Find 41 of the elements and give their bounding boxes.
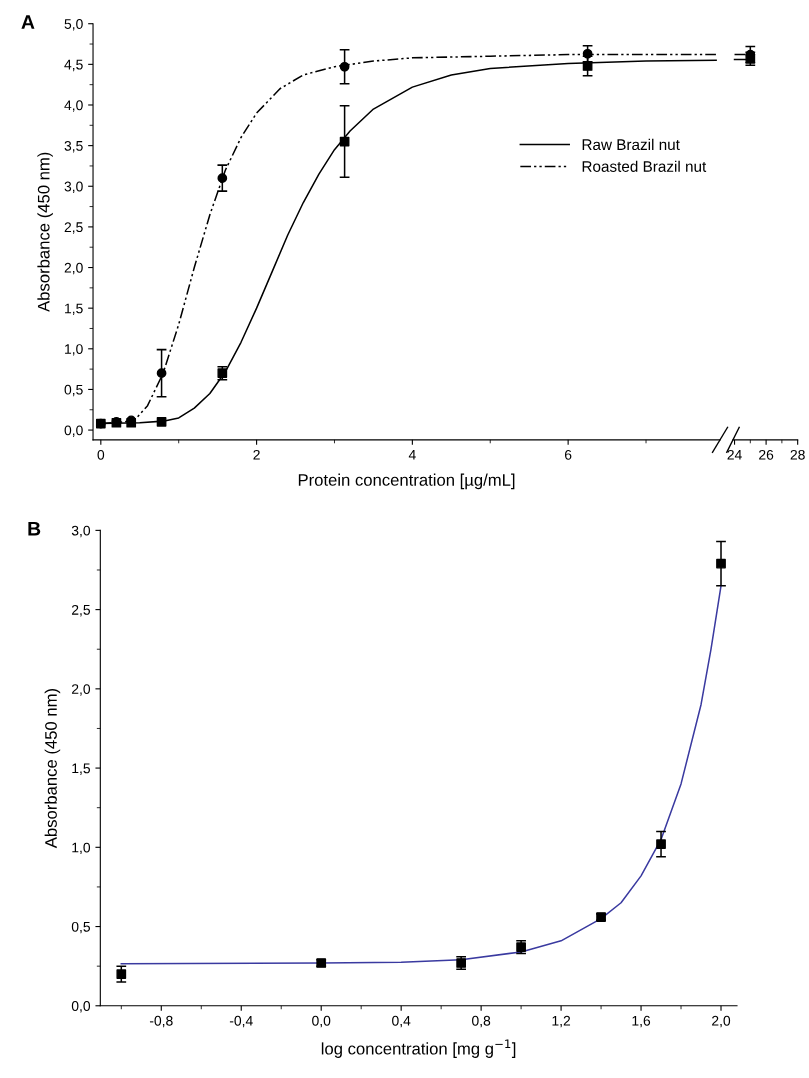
y-tick-label: 0,0 xyxy=(71,1001,91,1013)
y-axis-title: Absorbance (450 nm) xyxy=(44,688,61,849)
y-tick-label: 5,0 xyxy=(64,19,83,31)
y-tick-label: 0,5 xyxy=(71,921,91,934)
chart-title: B xyxy=(28,522,41,536)
x-tick-label: 26 xyxy=(759,449,774,460)
x-tick-label: 0,8 xyxy=(472,1015,491,1028)
y-tick-label: 4,5 xyxy=(64,59,83,72)
x-tick-label: 28 xyxy=(790,449,805,460)
x-tick-label: 4 xyxy=(408,450,416,460)
x-tick-label: 0,4 xyxy=(392,1015,411,1028)
y-tick-label: 3,0 xyxy=(71,525,91,538)
y-tick-label: 2,5 xyxy=(71,604,91,617)
y-tick-label: 2,5 xyxy=(64,222,83,234)
x-tick-label: 6 xyxy=(564,449,572,460)
y-tick-label: 2,0 xyxy=(71,684,91,696)
x-axis-title: Protein concentration [µg/mL] xyxy=(298,473,515,490)
chart-title: A xyxy=(21,15,35,29)
x-tick-label: 2 xyxy=(253,449,260,460)
y-tick-label: 0,5 xyxy=(64,384,83,397)
y-tick-label: 4,0 xyxy=(64,100,83,112)
x-tick-label: 0 xyxy=(97,449,105,460)
x-tick-label: -0,4 xyxy=(229,1015,253,1028)
x-tick-label: 1,2 xyxy=(552,1015,571,1028)
x-tick-label: 24 xyxy=(727,449,742,460)
x-tick-label: 0,0 xyxy=(312,1015,331,1028)
y-tick-label: 1,5 xyxy=(65,303,83,315)
y-tick-label: 1,0 xyxy=(65,344,83,356)
y-tick-label: 3,0 xyxy=(64,181,83,194)
legend-label: Raw Brazil nut xyxy=(582,138,680,151)
y-tick-label: 2,0 xyxy=(64,262,83,275)
legend-label: Roasted Brazil nut xyxy=(582,160,707,172)
x-tick-label: 2,0 xyxy=(712,1015,731,1028)
y-tick-label: 0,0 xyxy=(64,425,83,437)
x-axis-title: log concentration [mg g$^{−1}$] xyxy=(321,1039,516,1058)
y-axis-title: Absorbance (450 nm) xyxy=(37,152,53,312)
y-tick-label: 3,5 xyxy=(64,140,83,153)
x-tick-label: -0,8 xyxy=(149,1015,173,1028)
y-tick-label: 1,0 xyxy=(72,842,91,855)
y-tick-label: 1,5 xyxy=(72,763,91,775)
x-tick-label: 1,6 xyxy=(632,1015,651,1028)
